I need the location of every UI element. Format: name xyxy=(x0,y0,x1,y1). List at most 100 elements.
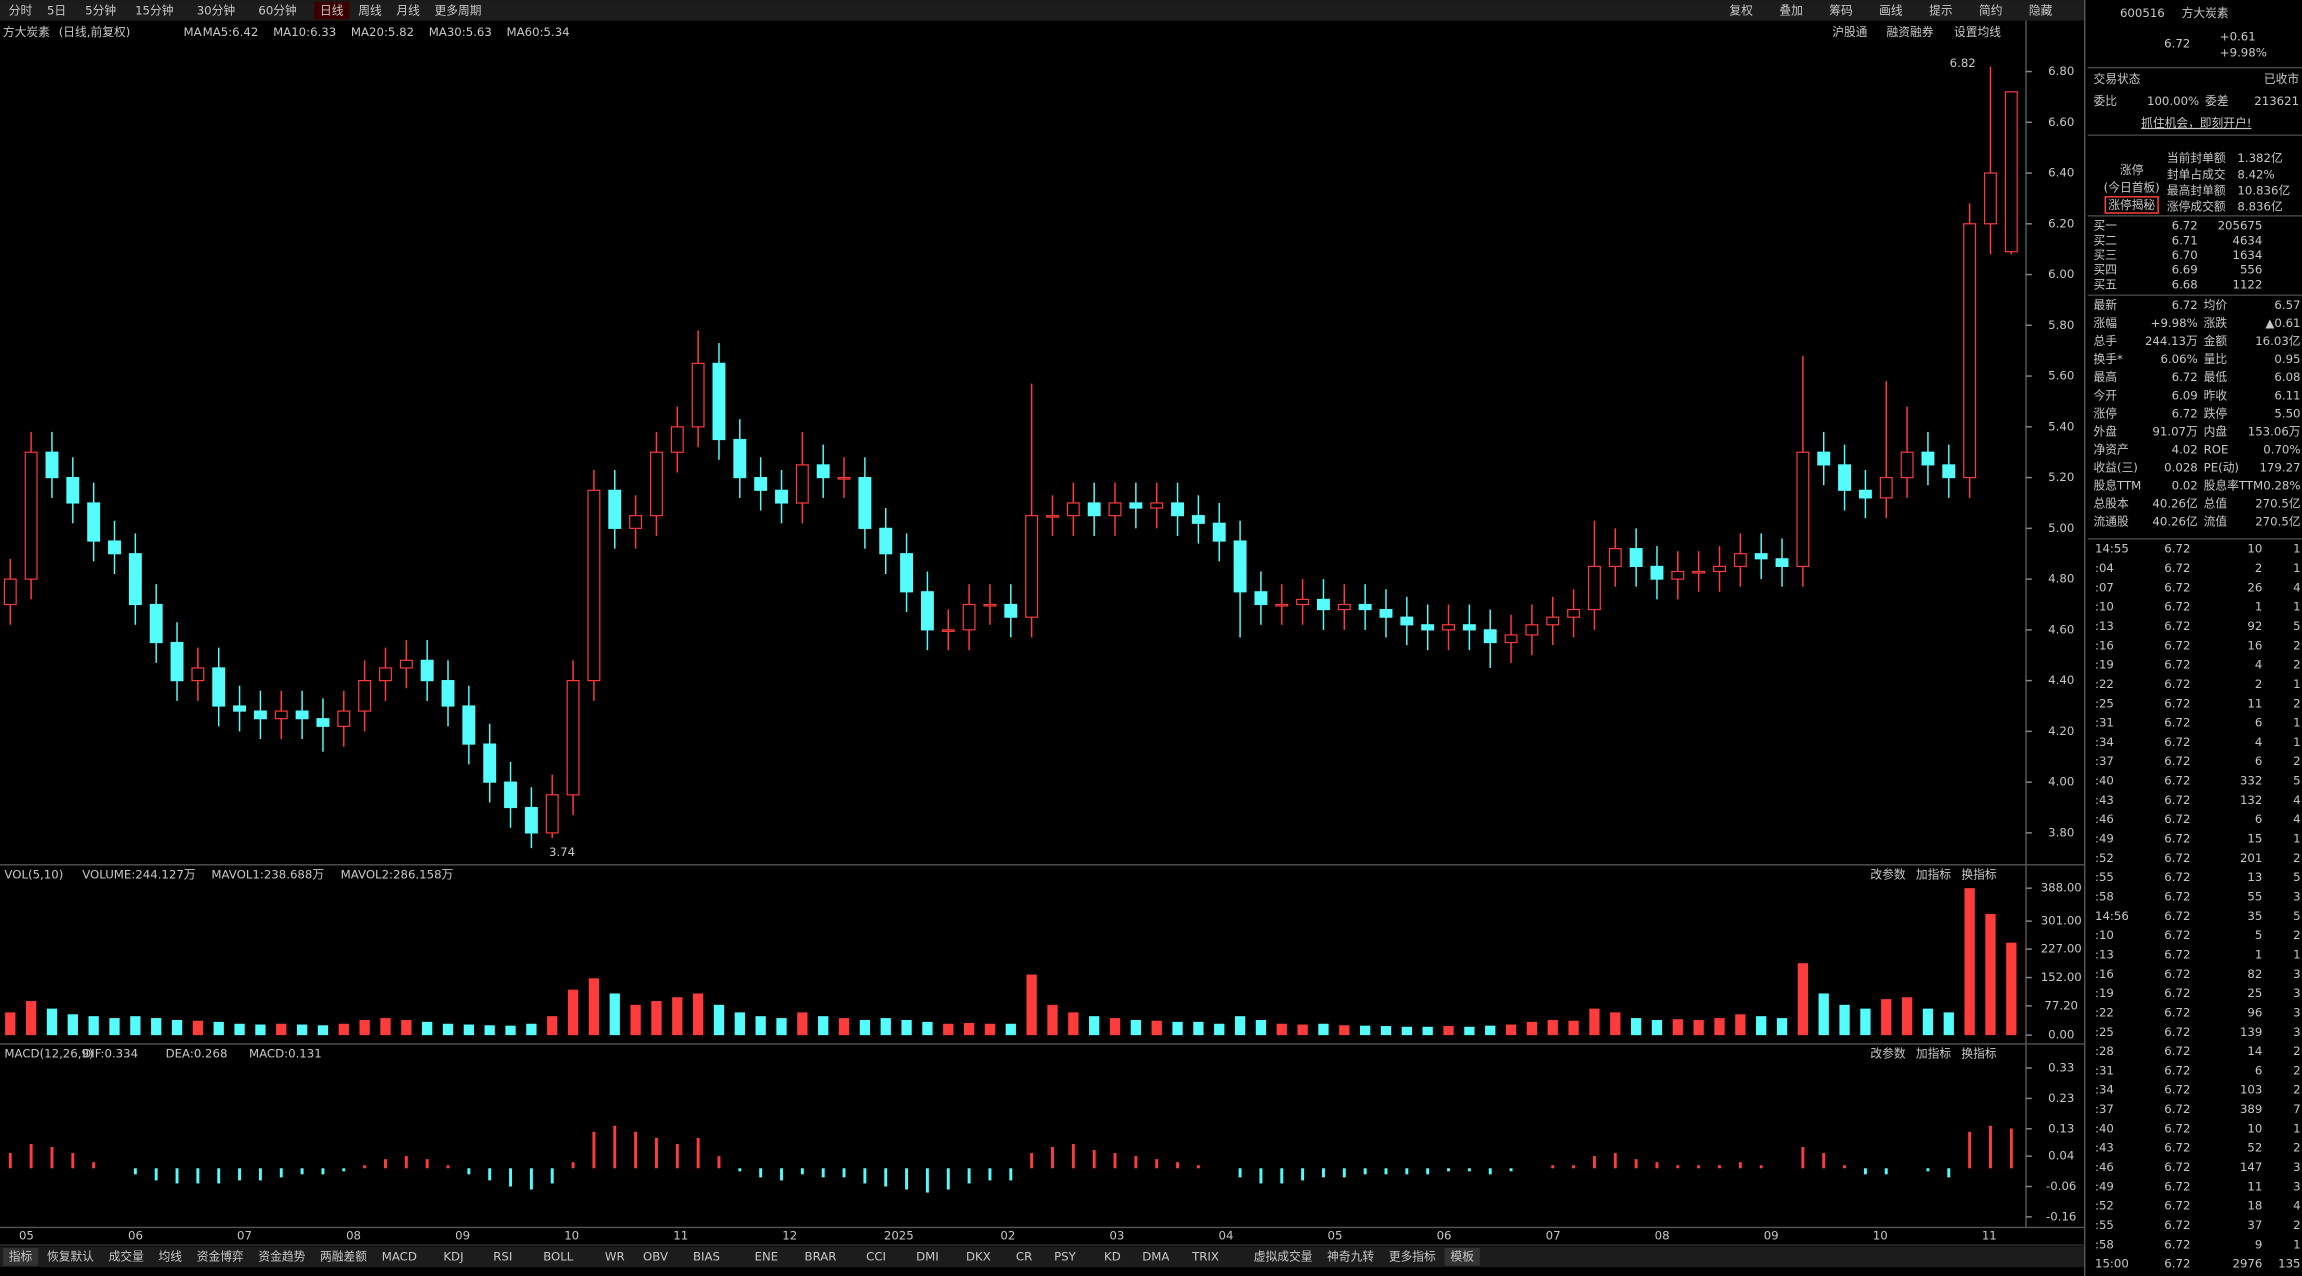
trade-price: 6.72 xyxy=(2164,696,2190,710)
bottom-tab[interactable]: 虚拟成交量 xyxy=(1254,1249,1313,1263)
period-tab[interactable]: 5分钟 xyxy=(85,4,116,18)
bottom-tab[interactable]: RSI xyxy=(493,1249,512,1263)
bottom-tab[interactable]: DMA xyxy=(1142,1249,1169,1263)
header-link[interactable]: 设置均线 xyxy=(1954,25,2001,39)
trade-time: :49 xyxy=(2095,832,2114,846)
trade-volume: 18 xyxy=(2247,1199,2262,1213)
period-tab[interactable]: 5日 xyxy=(47,4,66,18)
period-tab[interactable]: 分时 xyxy=(9,4,33,18)
bottom-tab[interactable]: ENE xyxy=(755,1249,779,1263)
trade-time: :31 xyxy=(2095,1063,2114,1077)
panel-button[interactable]: 改参数 xyxy=(1870,868,1905,882)
panel-button[interactable]: 加指标 xyxy=(1916,1047,1951,1061)
candle-body xyxy=(462,705,476,745)
period-tab[interactable]: 日线 xyxy=(320,4,344,18)
bottom-tab[interactable]: BOLL xyxy=(543,1249,574,1263)
bottom-tab[interactable]: PSY xyxy=(1054,1249,1077,1263)
y-tick-label: 6.60 xyxy=(2048,115,2074,129)
trade-price: 6.72 xyxy=(2164,1121,2190,1135)
bottom-tab[interactable]: 资金趋势 xyxy=(258,1249,305,1263)
limit-value: 1.382亿 xyxy=(2237,151,2282,165)
candle-body xyxy=(837,477,851,480)
volume-bar xyxy=(922,1021,933,1036)
x-tick-label: 04 xyxy=(1218,1229,1233,1243)
ma-label: MA10:6.33 xyxy=(273,25,336,39)
candle-body xyxy=(1963,223,1977,479)
high-note: 6.82 xyxy=(1950,56,1976,70)
bottom-tab[interactable]: 两融差额 xyxy=(320,1249,367,1263)
volume-bar xyxy=(880,1018,891,1036)
tool-button[interactable]: 筹码 xyxy=(1829,4,1853,18)
bottom-tab[interactable]: CCI xyxy=(866,1249,886,1263)
candle-body xyxy=(1337,603,1351,611)
candle-body xyxy=(1129,502,1143,509)
stat-value: 270.5亿 xyxy=(2255,497,2300,511)
candle-body xyxy=(1400,616,1414,626)
bottom-tab[interactable]: 成交量 xyxy=(109,1249,144,1263)
bottom-tab[interactable]: CR xyxy=(1016,1249,1032,1263)
trade-count: 2 xyxy=(2293,638,2300,652)
period-tab[interactable]: 更多周期 xyxy=(435,4,482,18)
bottom-tab[interactable]: 恢复默认 xyxy=(47,1249,94,1263)
bottom-tab[interactable]: MACD xyxy=(382,1249,417,1263)
bottom-tab[interactable]: DMI xyxy=(916,1249,939,1263)
bottom-tab[interactable]: 神奇九转 xyxy=(1327,1249,1374,1263)
volume-bar xyxy=(380,1018,391,1036)
candle-body xyxy=(1296,598,1310,606)
x-tick-label: 12 xyxy=(782,1229,797,1243)
tool-button[interactable]: 提示 xyxy=(1929,4,1953,18)
volume-bar xyxy=(1464,1026,1475,1036)
bottom-tab[interactable]: KD xyxy=(1104,1249,1121,1263)
candle-body xyxy=(1212,522,1226,542)
tool-button[interactable]: 简约 xyxy=(1979,4,2002,18)
volume-bar xyxy=(1339,1025,1350,1036)
panel-button[interactable]: 换指标 xyxy=(1961,868,1996,882)
panel-button[interactable]: 换指标 xyxy=(1961,1047,1996,1061)
tool-button[interactable]: 复权 xyxy=(1729,4,1753,18)
bottom-tab[interactable]: KDJ xyxy=(443,1249,463,1263)
trade-time: :16 xyxy=(2095,967,2114,981)
volume-bar xyxy=(1214,1023,1225,1036)
x-tick-label: 10 xyxy=(1873,1229,1888,1243)
trade-volume: 55 xyxy=(2247,890,2262,904)
bottom-tab[interactable]: 模板 xyxy=(1450,1249,1474,1263)
period-tab[interactable]: 周线 xyxy=(358,4,382,18)
volume-bar xyxy=(1693,1019,1704,1036)
volume-bar xyxy=(630,1004,641,1036)
volume-bar xyxy=(651,1001,662,1036)
stat-label: 量比 xyxy=(2204,352,2228,366)
ad-link[interactable]: 抓住机会，即刻开户! xyxy=(2141,116,2251,130)
bottom-tab[interactable]: 更多指标 xyxy=(1389,1249,1436,1263)
stat-value: 0.28% xyxy=(2263,479,2300,493)
bottom-tab[interactable]: OBV xyxy=(643,1249,668,1263)
trade-count: 7 xyxy=(2293,1102,2300,1116)
tool-button[interactable]: 画线 xyxy=(1879,4,1903,18)
bottom-tab[interactable]: 资金博弈 xyxy=(197,1249,244,1263)
bottom-tab[interactable]: 指标 xyxy=(9,1249,33,1263)
period-tab[interactable]: 30分钟 xyxy=(197,4,235,18)
tool-button[interactable]: 隐藏 xyxy=(2029,4,2053,18)
panel-button[interactable]: 改参数 xyxy=(1870,1047,1905,1061)
bottom-tab[interactable]: DKX xyxy=(966,1249,991,1263)
trade-time: :10 xyxy=(2095,928,2114,942)
bottom-tab[interactable]: TRIX xyxy=(1191,1249,1219,1263)
trade-count: 3 xyxy=(2293,1025,2300,1039)
header-link[interactable]: 沪股通 xyxy=(1832,25,1867,39)
limit-button[interactable]: 涨停揭秘 xyxy=(2108,198,2155,212)
period-tab[interactable]: 60分钟 xyxy=(258,4,296,18)
bottom-tab[interactable]: BIAS xyxy=(693,1249,720,1263)
header-link[interactable]: 融资融券 xyxy=(1887,25,1934,39)
y-tick-label: -0.16 xyxy=(2046,1209,2076,1223)
bottom-tab[interactable]: 均线 xyxy=(159,1249,183,1263)
bottom-tab[interactable]: BRAR xyxy=(805,1249,837,1263)
candle-body xyxy=(1483,629,1497,644)
candle-body xyxy=(358,680,372,712)
candle-body xyxy=(1713,565,1726,573)
period-tab[interactable]: 月线 xyxy=(396,4,420,18)
period-tab[interactable]: 15分钟 xyxy=(135,4,173,18)
volume-bar xyxy=(401,1019,412,1036)
bottom-tab[interactable]: WR xyxy=(605,1249,625,1263)
panel-button[interactable]: 加指标 xyxy=(1916,868,1951,882)
tool-button[interactable]: 叠加 xyxy=(1779,4,1802,18)
